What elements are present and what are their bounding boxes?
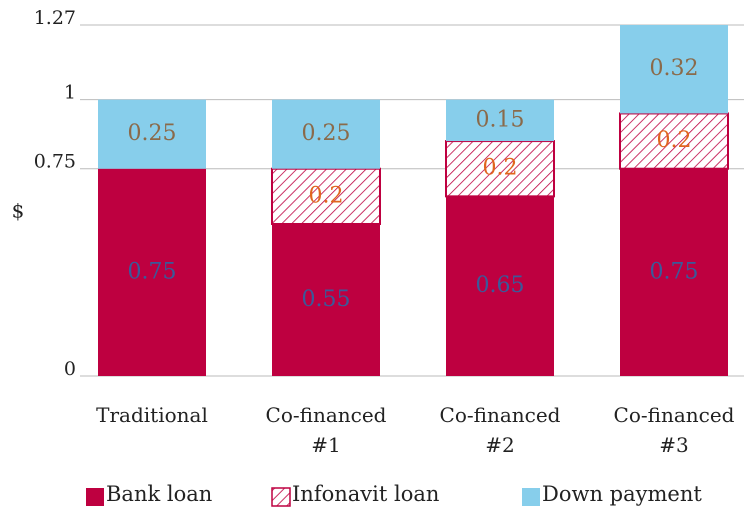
bar-segment <box>272 223 380 376</box>
bar-segment <box>619 112 729 170</box>
value-label: 0.75 <box>128 259 177 284</box>
value-label: 0.25 <box>302 121 351 146</box>
bar-segment <box>98 99 206 169</box>
legend-swatch <box>271 487 291 507</box>
value-label: 0.2 <box>483 156 518 181</box>
legend-label: Down payment <box>542 482 702 506</box>
value-label: 0.65 <box>476 273 525 298</box>
value-label: 0.32 <box>650 56 699 81</box>
value-label: 0.25 <box>128 121 177 146</box>
legend-label: Infonavit loan <box>292 482 440 506</box>
legend-swatch <box>522 488 540 506</box>
bar-segment <box>446 99 554 142</box>
bar-segment <box>446 196 554 376</box>
value-label: 0.2 <box>309 183 344 208</box>
value-label: 0.75 <box>650 259 699 284</box>
bar-segment <box>271 167 381 225</box>
bar-segment <box>620 168 728 376</box>
bar-segment <box>98 168 206 376</box>
x-tick-label: Co-financed #2 <box>439 403 561 457</box>
y-tick-label: 0.75 <box>34 151 76 173</box>
legend-label: Bank loan <box>106 482 213 506</box>
value-label: 0.2 <box>657 128 692 153</box>
x-tick-label: Traditional <box>96 403 208 427</box>
legend-swatch <box>86 488 104 506</box>
bar-segment <box>620 25 728 114</box>
bar-segment <box>272 99 380 169</box>
x-tick-label: Co-financed #3 <box>613 403 735 457</box>
y-tick-label: 0 <box>64 358 76 380</box>
value-label: 0.15 <box>476 107 525 132</box>
value-label: 0.55 <box>302 287 351 312</box>
x-tick-label: Co-financed #1 <box>265 403 387 457</box>
y-axis-label: $ <box>12 199 25 223</box>
y-tick-label: 1 <box>64 82 76 104</box>
y-tick-label: 1.27 <box>34 7 76 29</box>
